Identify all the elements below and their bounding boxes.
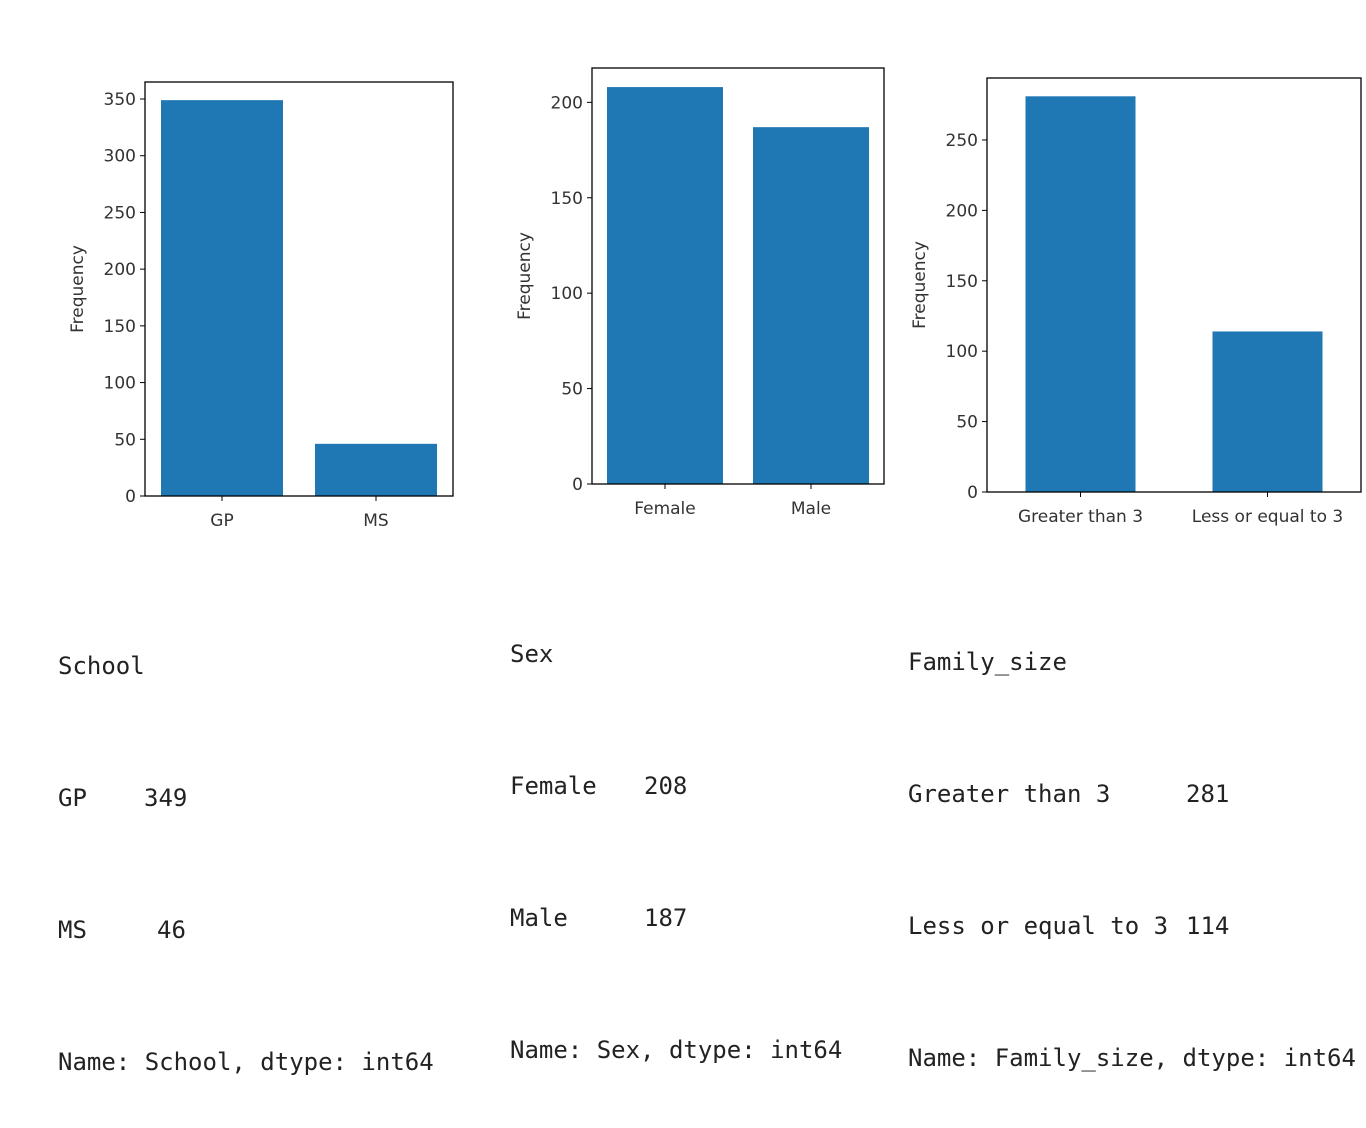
output-row-value: 208 <box>644 772 688 800</box>
bar <box>1212 331 1323 492</box>
output-header: School <box>58 652 145 680</box>
bar <box>1025 96 1136 492</box>
output-row-label: MS <box>58 916 87 944</box>
output-row-label: GP <box>58 784 87 812</box>
x-tick-label: GP <box>210 511 233 531</box>
y-tick-label: 350 <box>104 90 136 110</box>
y-tick-label: 100 <box>551 284 583 304</box>
y-tick-label: 100 <box>104 374 136 394</box>
bar <box>753 127 869 485</box>
x-tick-label: Less or equal to 3 <box>1192 507 1343 527</box>
output-row-label: Greater than 3 <box>908 780 1111 808</box>
y-tick-label: 100 <box>946 342 978 362</box>
bar <box>315 443 437 496</box>
y-tick-label: 300 <box>104 147 136 167</box>
output-row-label: Female <box>510 772 597 800</box>
y-tick-label: 150 <box>104 317 136 337</box>
bar <box>607 87 723 484</box>
y-tick-label: 250 <box>104 203 136 223</box>
output-footer: Name: School, dtype: int64 <box>58 1048 434 1076</box>
sex-chart: Female Male 0 50 100 150 200 Frequency <box>515 67 885 519</box>
x-tick-label: Greater than 3 <box>1018 507 1143 527</box>
output-row: Female 208 <box>510 764 842 808</box>
output-row: Less or equal to 3 114 <box>908 904 1356 948</box>
y-axis-label: Frequency <box>68 245 88 333</box>
axes-frame <box>986 77 1362 493</box>
axes-frame <box>144 81 454 497</box>
y-axis-label: Frequency <box>515 232 535 320</box>
y-tick-label: 200 <box>551 93 583 113</box>
y-tick-label: 200 <box>946 201 978 221</box>
y-axis-label: Frequency <box>910 241 930 329</box>
axes-frame <box>591 67 885 485</box>
school-output: School GP 349 MS 46 Name: School, dtype: i… <box>58 556 434 1128</box>
y-tick-label: 50 <box>561 380 583 400</box>
y-tick-label: 150 <box>946 272 978 292</box>
x-tick-label: Male <box>791 499 831 519</box>
y-tick-label: 50 <box>114 430 136 450</box>
bar <box>161 100 283 496</box>
y-tick-label: 150 <box>551 189 583 209</box>
output-row-value: 281 <box>1186 780 1230 808</box>
family-size-output: Family_size Greater than 3 281 Less or eq… <box>908 552 1356 1124</box>
output-footer: Name: Family_size, dtype: int64 <box>908 1044 1356 1072</box>
x-tick-label: MS <box>363 511 388 531</box>
y-tick-label: 250 <box>946 131 978 151</box>
output-row-value: 187 <box>644 904 688 932</box>
output-row: MS 46 <box>58 908 434 952</box>
y-tick-label: 0 <box>967 483 978 503</box>
school-chart: GP MS 0 50 100 150 200 250 300 350 Frequency <box>68 81 454 531</box>
y-tick-label: 200 <box>104 260 136 280</box>
output-row-label: Less or equal to 3 <box>908 912 1169 940</box>
output-footer: Name: Sex, dtype: int64 <box>510 1036 843 1064</box>
output-row-label: Male <box>510 904 568 932</box>
output-row-value: 114 <box>1186 912 1230 940</box>
output-header: Sex <box>510 640 554 668</box>
y-tick-label: 50 <box>956 413 978 433</box>
output-header: Family_size <box>908 648 1067 676</box>
output-row: GP 349 <box>58 776 434 820</box>
output-row-value: 46 <box>157 916 186 944</box>
sex-output: Sex Female 208 Male 187 Name: Sex, dtype: … <box>510 544 842 1116</box>
output-row: Male 187 <box>510 896 842 940</box>
output-row-value: 349 <box>144 784 188 812</box>
output-row: Greater than 3 281 <box>908 772 1356 816</box>
x-tick-label: Female <box>634 499 695 519</box>
y-tick-label: 0 <box>572 475 583 495</box>
family-size-chart: Greater than 3 Less or equal to 3 0 50 100 15… <box>910 77 1362 527</box>
y-tick-label: 0 <box>125 487 136 507</box>
